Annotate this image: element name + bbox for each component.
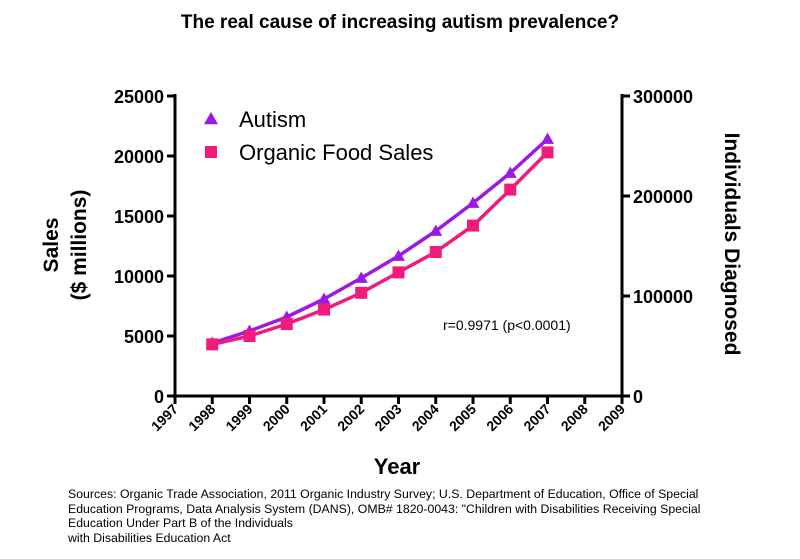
data-point-square — [318, 303, 330, 316]
data-point-triangle — [354, 271, 368, 283]
left-tick-label: 0 — [154, 387, 164, 407]
x-tick-label: 2003 — [371, 401, 404, 434]
x-tick-label: 1998 — [185, 401, 218, 434]
x-tick-label: 2005 — [446, 401, 479, 434]
sources-line: Education Programs, Data Analysis System… — [68, 501, 701, 516]
x-axis-ticks: 1997 1998 1999 2000 2001 2002 2003 2004 2005 2006… — [148, 396, 628, 434]
left-tick-label: 5000 — [124, 327, 164, 347]
x-tick-label: 2007 — [520, 401, 553, 434]
data-point-square — [504, 183, 517, 196]
right-tick-label: 100000 — [633, 287, 693, 307]
data-point-triangle — [392, 249, 405, 261]
data-point-square — [467, 219, 479, 232]
left-axis-ticks: 0 5000 10000 15000 20000 25000 — [114, 87, 175, 407]
data-point-triangle — [466, 196, 480, 208]
data-point-triangle — [503, 166, 517, 178]
left-axis-label-line2: ($ millions) — [68, 190, 91, 301]
data-point-square — [355, 286, 368, 299]
x-tick-label: 2004 — [409, 401, 442, 434]
left-tick-label: 20000 — [114, 147, 164, 167]
left-axis-label-line1: Sales — [40, 218, 63, 273]
right-axis-label: Individuals Diagnosed — [720, 133, 743, 356]
data-point-triangle — [317, 292, 331, 304]
data-point-square — [392, 266, 405, 279]
chart-title: The real cause of increasing autism prev… — [180, 12, 620, 33]
left-tick-label: 15000 — [114, 207, 164, 227]
chart: 0 5000 10000 15000 20000 25000 0 100000 200000 3… — [40, 87, 743, 479]
sources-line: with Disabilities Education Act — [68, 530, 231, 545]
series-line-0 — [211, 137, 549, 345]
data-point-square — [243, 330, 256, 342]
data-point-square — [541, 146, 554, 159]
x-axis-label: Year — [374, 454, 421, 479]
data-point-square — [280, 318, 293, 330]
sources-line: Education Under Part B of the Individual… — [68, 516, 293, 530]
legend-marker-square — [205, 146, 217, 158]
x-tick-label: 2006 — [483, 401, 516, 434]
data-point-square — [429, 246, 442, 258]
left-tick-label: 10000 — [114, 267, 164, 287]
x-tick-label: 2000 — [260, 401, 293, 434]
sources-note: Sources: Organic Trade Association, 2011… — [68, 487, 783, 545]
legend: Autism Organic Food Sales — [204, 107, 433, 165]
left-tick-label: 25000 — [114, 87, 164, 107]
x-tick-label: 1999 — [222, 401, 255, 434]
right-tick-label: 0 — [633, 387, 643, 407]
data-point-square — [206, 338, 219, 351]
legend-label: Organic Food Sales — [239, 140, 433, 165]
right-axis-ticks: 0 100000 200000 300000 — [622, 87, 693, 407]
correlation-annotation: r=0.9971 (p<0.0001) — [443, 317, 571, 333]
series-line-1 — [211, 151, 549, 347]
right-tick-label: 300000 — [633, 87, 693, 107]
legend-marker-triangle — [204, 112, 218, 125]
data-point-triangle — [541, 132, 554, 144]
x-tick-label: 1997 — [148, 401, 181, 434]
x-tick-label: 2008 — [558, 401, 591, 434]
series-layer — [205, 132, 554, 351]
x-tick-label: 2002 — [334, 401, 367, 434]
x-tick-label: 2001 — [297, 401, 330, 434]
right-tick-label: 200000 — [633, 187, 693, 207]
sources-line: Sources: Organic Trade Association, 2011… — [68, 487, 699, 501]
x-tick-label: 2009 — [595, 401, 628, 434]
legend-label: Autism — [239, 107, 306, 132]
data-point-triangle — [429, 224, 443, 236]
